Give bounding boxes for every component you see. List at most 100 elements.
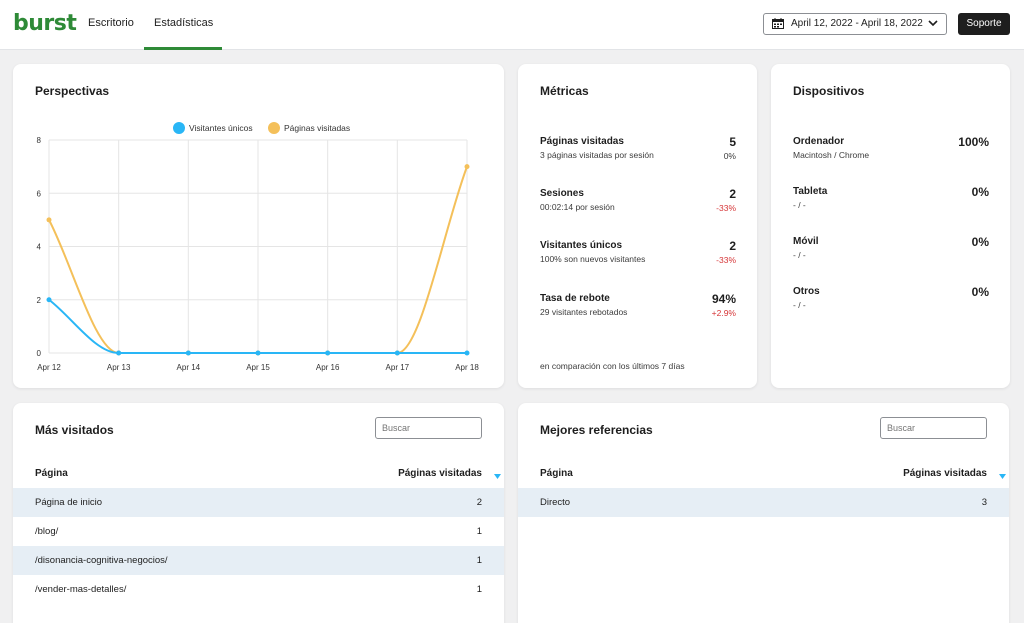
cell-page: /vender-mas-detalles/: [35, 584, 127, 595]
devices-title: Dispositivos: [793, 84, 865, 98]
metric-sub: 29 visitantes rebotados: [540, 307, 628, 317]
table-row[interactable]: /blog/ 1: [13, 517, 504, 546]
metric-value: 2: [729, 187, 736, 201]
device-label: Tableta: [793, 186, 828, 197]
device-value: 0%: [971, 285, 989, 299]
device-row: Móvil - / - 0%: [793, 235, 989, 270]
chart-grid: [48, 139, 468, 354]
table-row[interactable]: Página de inicio 2: [13, 488, 504, 517]
x-tick-label: Apr 15: [246, 363, 270, 372]
metric-row: Páginas visitadas 3 páginas visitadas po…: [540, 135, 736, 170]
legend-swatch: [268, 122, 280, 134]
metric-row: Visitantes únicos 100% son nuevos visita…: [540, 239, 736, 274]
metric-change: +2.9%: [711, 308, 736, 318]
metric-value: 5: [729, 135, 736, 149]
chart-legend: Visitantes únicos Páginas visitadas: [173, 122, 350, 134]
perspectives-title: Perspectivas: [35, 84, 110, 98]
referrers-card: Mejores referencias Página Páginas visit…: [518, 403, 1009, 623]
device-label: Ordenador: [793, 136, 845, 147]
metric-row: Sesiones 00:02:14 por sesión 2 -33%: [540, 187, 736, 222]
device-value: 100%: [958, 135, 989, 149]
cell-views: 2: [476, 497, 482, 508]
compare-note: en comparación con los últimos 7 días: [540, 361, 685, 371]
metric-row: Tasa de rebote 29 visitantes rebotados 9…: [540, 292, 736, 327]
active-tab-indicator: [144, 47, 222, 50]
metric-label: Sesiones: [540, 188, 584, 199]
metric-value: 94%: [711, 292, 736, 306]
device-row: Otros - / - 0%: [793, 285, 989, 320]
x-tick-label: Apr 12: [37, 363, 61, 372]
data-point: [46, 217, 52, 223]
perspectives-card: Perspectivas Visitantes únicos Páginas vi…: [13, 64, 504, 388]
referrers-title: Mejores referencias: [540, 423, 653, 437]
metric-label: Visitantes únicos: [540, 240, 623, 251]
column-header-views[interactable]: Páginas visitadas: [398, 468, 482, 479]
legend-swatch: [173, 122, 185, 134]
line-chart: Visitantes únicos Páginas visitadas 0 2 4 6 8…: [37, 122, 480, 372]
device-label: Otros: [793, 286, 820, 297]
top-pages-title: Más visitados: [35, 423, 114, 437]
data-point: [46, 297, 52, 303]
table-row[interactable]: Directo 3: [518, 488, 1009, 517]
chart-series: [46, 164, 470, 356]
tab-estadisticas[interactable]: Estadísticas: [154, 17, 214, 29]
cell-views: 1: [476, 555, 482, 566]
x-tick-label: Apr 18: [455, 363, 479, 372]
device-row: Tableta - / - 0%: [793, 185, 989, 220]
table-row[interactable]: /disonancia-cognitiva-negocios/ 1: [13, 546, 504, 575]
data-point: [185, 350, 191, 356]
top-pages-search-input[interactable]: [375, 417, 482, 439]
metric-label: Páginas visitadas: [540, 136, 624, 147]
device-sub: - / -: [793, 300, 806, 310]
referrers-search-input[interactable]: [880, 417, 987, 439]
metrics-card: Métricas Páginas visitadas 3 páginas vis…: [518, 64, 757, 388]
metric-change: -33%: [716, 255, 736, 265]
tab-escritorio[interactable]: Escritorio: [88, 17, 134, 29]
metric-change: -33%: [716, 203, 736, 213]
data-point: [464, 350, 470, 356]
table-row[interactable]: /vender-mas-detalles/ 1: [13, 575, 504, 604]
column-header-views[interactable]: Páginas visitadas: [903, 468, 987, 479]
y-tick-label: 0: [37, 349, 42, 358]
device-value: 0%: [971, 185, 989, 199]
data-point: [394, 350, 400, 356]
sort-desc-icon[interactable]: [999, 474, 1006, 479]
device-row: Ordenador Macintosh / Chrome 100%: [793, 135, 989, 170]
metric-label: Tasa de rebote: [540, 293, 610, 304]
calendar-icon: [772, 18, 784, 29]
metrics-title: Métricas: [540, 84, 589, 98]
devices-card: Dispositivos Ordenador Macintosh / Chrom…: [771, 64, 1010, 388]
cell-views: 3: [981, 497, 987, 508]
cell-page: /blog/: [35, 526, 59, 537]
top-bar: burst Escritorio Estadísticas April 12, …: [0, 0, 1024, 50]
x-tick-label: Apr 17: [386, 363, 410, 372]
metric-sub: 00:02:14 por sesión: [540, 202, 615, 212]
cell-views: 1: [476, 526, 482, 537]
chart-ticks: 0 2 4 6 8 Apr 12 Apr 13 Apr 14 Apr 15 Apr 16 Apr 1…: [37, 136, 480, 372]
y-tick-label: 4: [37, 243, 42, 252]
data-point: [116, 350, 122, 356]
device-sub: - / -: [793, 200, 806, 210]
legend-label: Páginas visitadas: [284, 123, 350, 133]
metric-value: 2: [729, 239, 736, 253]
data-point: [325, 350, 331, 356]
column-header-page[interactable]: Página: [35, 468, 68, 479]
top-pages-card: Más visitados Página Páginas visitadas P…: [13, 403, 504, 623]
metric-change: 0%: [723, 151, 736, 161]
cell-page: Página de inicio: [35, 497, 103, 508]
column-header-page[interactable]: Página: [540, 468, 573, 479]
device-sub: - / -: [793, 250, 806, 260]
device-sub: Macintosh / Chrome: [793, 150, 870, 160]
cell-page: Directo: [540, 497, 571, 508]
burst-logo[interactable]: burst: [13, 11, 77, 36]
data-point: [464, 164, 470, 170]
y-tick-label: 8: [37, 136, 42, 145]
cell-page: /disonancia-cognitiva-negocios/: [35, 555, 168, 566]
x-tick-label: Apr 14: [177, 363, 201, 372]
date-range-picker[interactable]: April 12, 2022 - April 18, 2022: [763, 13, 947, 35]
y-tick-label: 2: [37, 296, 42, 305]
support-button[interactable]: Soporte: [958, 13, 1010, 35]
y-tick-label: 6: [37, 189, 42, 198]
metric-sub: 3 páginas visitadas por sesión: [540, 150, 654, 160]
sort-desc-icon[interactable]: [494, 474, 501, 479]
